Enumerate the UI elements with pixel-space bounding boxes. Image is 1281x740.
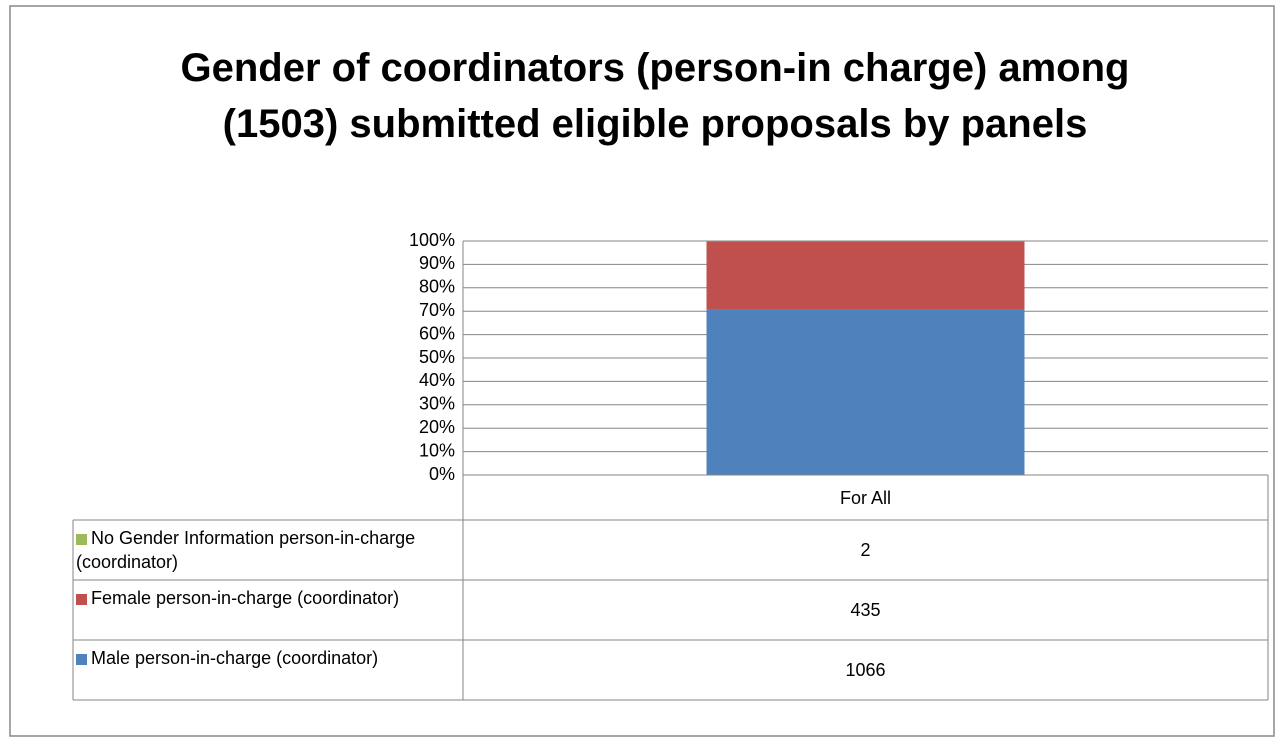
- y-tick-label: 20%: [419, 417, 455, 437]
- legend-entry: Male person-in-charge (coordinator): [76, 640, 460, 700]
- table-value: 435: [463, 580, 1268, 640]
- x-tick-label-text: For All: [839, 487, 891, 508]
- table-value-text: 1066: [845, 660, 886, 680]
- y-tick-label: 100%: [409, 230, 455, 250]
- bar-segment: [706, 309, 1025, 475]
- table-value-text: 2: [860, 540, 871, 560]
- legend-entry: No Gender Information person-in-charge (…: [76, 520, 460, 580]
- table-value: 1066: [463, 640, 1268, 700]
- x-tick-label: For All: [463, 475, 1268, 520]
- legend-label: Male person-in-charge (coordinator): [91, 648, 379, 668]
- y-tick-label: 60%: [419, 323, 455, 343]
- y-tick-label: 50%: [419, 347, 455, 367]
- y-tick-label: 90%: [419, 253, 455, 273]
- y-tick-label: 30%: [419, 394, 455, 414]
- legend-swatch: [76, 653, 87, 665]
- y-tick-label: 0%: [429, 464, 455, 484]
- legend-label: Female person-in-charge (coordinator): [91, 588, 400, 608]
- y-tick-label: 70%: [419, 300, 455, 320]
- legend-swatch: [76, 533, 87, 545]
- legend-label: No Gender Information person-in-charge (…: [76, 528, 416, 572]
- y-tick-label: 40%: [419, 370, 455, 390]
- table-value: 2: [463, 520, 1268, 580]
- table-value-text: 435: [850, 600, 881, 620]
- chart-border: [9, 5, 1275, 737]
- y-tick-label: 10%: [419, 440, 455, 460]
- bar-segment: [706, 241, 1025, 310]
- legend-swatch: [76, 593, 87, 605]
- y-tick-label: 80%: [419, 277, 455, 297]
- legend-entry: Female person-in-charge (coordinator): [76, 580, 460, 640]
- chart-title: Gender of coordinators (person-in charge…: [180, 46, 1130, 146]
